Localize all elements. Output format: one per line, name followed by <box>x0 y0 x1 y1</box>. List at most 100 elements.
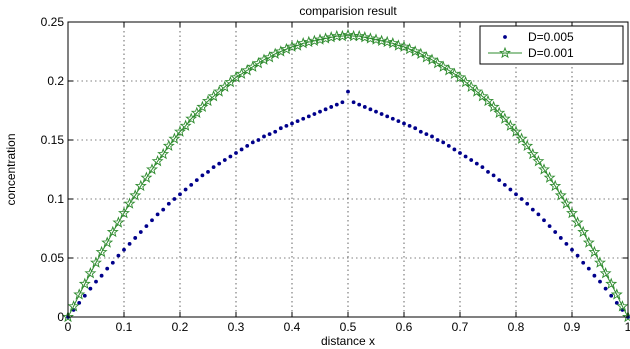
data-point <box>106 225 119 238</box>
data-point <box>95 245 108 258</box>
data-point <box>560 197 573 209</box>
data-point <box>476 90 489 102</box>
data-point <box>325 31 338 43</box>
data-point <box>588 245 601 258</box>
data-point <box>129 189 142 201</box>
data-point <box>486 169 490 174</box>
data-point <box>564 241 569 246</box>
data-point <box>94 279 98 284</box>
data-point <box>234 151 238 155</box>
data-point <box>364 32 377 44</box>
data-point <box>514 192 518 197</box>
data-point <box>452 147 457 152</box>
legend: D=0.005 D=0.001 <box>479 25 624 65</box>
data-point <box>256 138 261 142</box>
data-point <box>267 132 272 137</box>
data-point <box>374 109 378 114</box>
data-point <box>498 112 511 124</box>
data-point <box>250 140 255 145</box>
data-point <box>196 100 209 113</box>
data-point <box>189 182 194 187</box>
data-point <box>194 178 199 183</box>
data-point <box>610 288 623 300</box>
data-point <box>116 253 121 258</box>
data-point <box>157 147 170 160</box>
y-tick-label: 0.1 <box>47 192 64 206</box>
data-point <box>284 123 289 128</box>
data-point <box>342 28 354 41</box>
data-point <box>442 64 455 76</box>
x-tick-label: 0.5 <box>340 320 357 334</box>
data-point <box>179 119 192 131</box>
data-point <box>603 286 608 291</box>
data-point <box>110 260 115 265</box>
data-point <box>582 236 595 248</box>
data-point <box>150 218 154 223</box>
data-point <box>90 256 102 268</box>
data-point <box>459 75 472 88</box>
data-point <box>217 161 222 166</box>
data-point <box>470 85 483 97</box>
data-point <box>112 216 125 228</box>
data-point <box>577 225 590 238</box>
data-point <box>480 165 485 170</box>
data-point <box>526 147 539 160</box>
data-point <box>133 236 138 240</box>
data-point <box>297 36 310 49</box>
data-point <box>318 109 322 114</box>
data-point <box>530 207 535 212</box>
data-point <box>77 300 82 305</box>
data-point <box>368 107 373 112</box>
data-point <box>465 80 478 92</box>
data-point <box>99 273 104 278</box>
data-point <box>358 31 371 43</box>
data-point <box>549 179 562 192</box>
data-point <box>532 154 545 167</box>
data-point <box>84 267 97 279</box>
data-point <box>614 300 619 305</box>
data-point <box>390 116 395 121</box>
data-point <box>101 236 114 248</box>
data-point <box>426 53 438 65</box>
data-point <box>118 206 130 219</box>
x-tick-label: 0.2 <box>172 320 189 334</box>
data-point <box>379 112 384 116</box>
data-point <box>278 126 283 131</box>
data-point <box>239 147 244 152</box>
data-point <box>386 36 399 49</box>
data-point <box>542 218 546 223</box>
data-point <box>312 112 317 116</box>
data-point <box>598 279 602 284</box>
data-point <box>554 189 567 201</box>
data-point <box>491 173 496 178</box>
data-point <box>448 67 461 80</box>
data-point <box>519 197 524 201</box>
data-point <box>370 33 382 45</box>
data-point <box>78 277 91 290</box>
data-point <box>553 230 558 234</box>
data-point <box>162 139 175 151</box>
data-point <box>155 212 160 217</box>
y-tick-label: 0 <box>57 310 64 324</box>
legend-label: D=0.005 <box>528 30 574 44</box>
data-point <box>418 129 423 134</box>
data-point <box>437 60 450 72</box>
data-point <box>409 45 422 57</box>
data-point <box>508 187 513 192</box>
legend-item: D=0.001 <box>488 46 574 60</box>
x-axis-title: distance x <box>321 334 375 348</box>
data-point <box>487 100 500 113</box>
data-point <box>571 216 584 228</box>
data-point <box>616 300 629 312</box>
x-tick-label: 0 <box>65 320 72 334</box>
y-tick-label: 0.15 <box>41 133 65 147</box>
data-point <box>558 236 563 240</box>
data-point <box>206 169 210 174</box>
data-point <box>375 34 388 46</box>
data-point <box>190 106 203 118</box>
data-point <box>543 171 556 183</box>
data-point <box>228 154 233 159</box>
data-point <box>435 138 440 142</box>
legend-item: D=0.005 <box>503 30 574 44</box>
legend-box <box>479 25 624 65</box>
